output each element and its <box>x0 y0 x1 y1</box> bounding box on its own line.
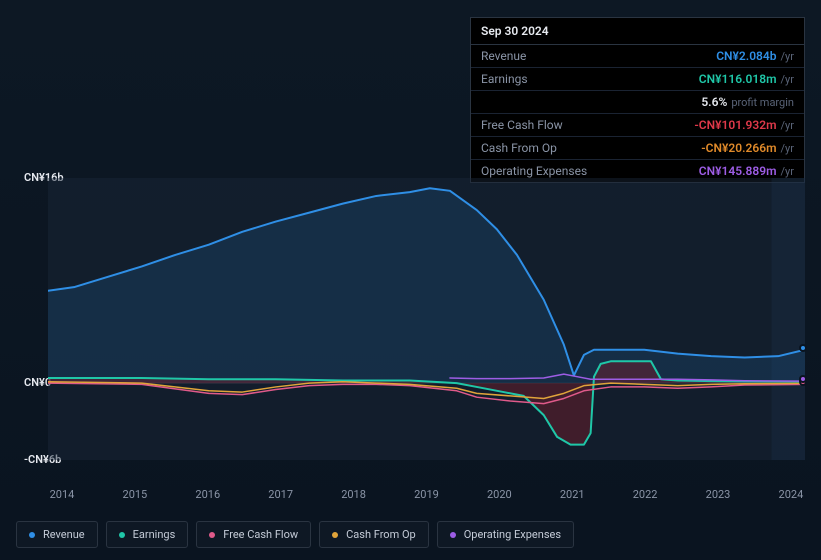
x-axis-tick: 2023 <box>704 488 732 501</box>
legend-item[interactable]: Cash From Op <box>319 521 429 548</box>
chart-plot[interactable] <box>48 178 805 460</box>
legend: Revenue Earnings Free Cash Flow Cash From O… <box>16 521 574 548</box>
tooltip-row: Earnings CN¥116.018m/yr <box>471 67 804 90</box>
tooltip-row: Cash From Op -CN¥20.266m/yr <box>471 136 804 159</box>
tooltip-row: 5.6% profit margin <box>471 90 804 113</box>
tooltip-date: Sep 30 2024 <box>471 18 804 45</box>
tooltip-label: Cash From Op <box>481 141 557 155</box>
x-axis-tick: 2015 <box>121 488 149 501</box>
x-axis-tick: 2022 <box>631 488 659 501</box>
tooltip-value: CN¥2.084b <box>716 49 776 63</box>
tooltip-label: Revenue <box>481 49 526 63</box>
tooltip-label: Free Cash Flow <box>481 118 563 132</box>
tooltip-unit: profit margin <box>731 96 794 109</box>
legend-swatch <box>119 532 125 538</box>
tooltip-unit: /yr <box>781 142 794 155</box>
tooltip-unit: /yr <box>781 73 794 86</box>
tooltip-value: -CN¥101.932m <box>694 118 776 132</box>
x-axis-tick: 2018 <box>340 488 368 501</box>
tooltip-row: Free Cash Flow -CN¥101.932m/yr <box>471 113 804 136</box>
legend-label: Operating Expenses <box>464 528 561 541</box>
x-axis-tick: 2014 <box>48 488 76 501</box>
tooltip-row: Revenue CN¥2.084b/yr <box>471 45 804 67</box>
tooltip-value: -CN¥20.266m <box>701 141 776 155</box>
tooltip-unit: /yr <box>781 50 794 63</box>
legend-swatch <box>29 532 35 538</box>
legend-item[interactable]: Free Cash Flow <box>196 521 311 548</box>
tooltip-panel: Sep 30 2024 Revenue CN¥2.084b/yr Earnings C… <box>470 17 805 183</box>
tooltip-value: CN¥116.018m <box>699 72 777 86</box>
tooltip-label: Earnings <box>481 72 528 86</box>
chart-area: CN¥16bCN¥0-CN¥6b <box>16 160 805 480</box>
series-end-marker <box>799 344 807 352</box>
tooltip-value: 5.6% <box>701 95 727 109</box>
legend-swatch <box>332 532 338 538</box>
x-axis-tick: 2021 <box>558 488 586 501</box>
x-axis-tick: 2017 <box>267 488 295 501</box>
x-axis-tick: 2024 <box>777 488 805 501</box>
legend-label: Free Cash Flow <box>223 528 298 541</box>
x-axis-tick: 2016 <box>194 488 222 501</box>
legend-item[interactable]: Revenue <box>16 521 98 548</box>
legend-label: Cash From Op <box>346 528 416 541</box>
legend-label: Earnings <box>133 528 176 541</box>
x-axis-tick: 2019 <box>412 488 440 501</box>
x-axis: 2014 2015 2016 2017 2018 2019 2020 2021 2022 2023… <box>48 488 805 501</box>
legend-label: Revenue <box>43 528 85 541</box>
legend-swatch <box>209 532 215 538</box>
legend-item[interactable]: Operating Expenses <box>437 521 574 548</box>
legend-swatch <box>450 532 456 538</box>
tooltip-unit: /yr <box>781 119 794 132</box>
x-axis-tick: 2020 <box>485 488 513 501</box>
legend-item[interactable]: Earnings <box>106 521 189 548</box>
